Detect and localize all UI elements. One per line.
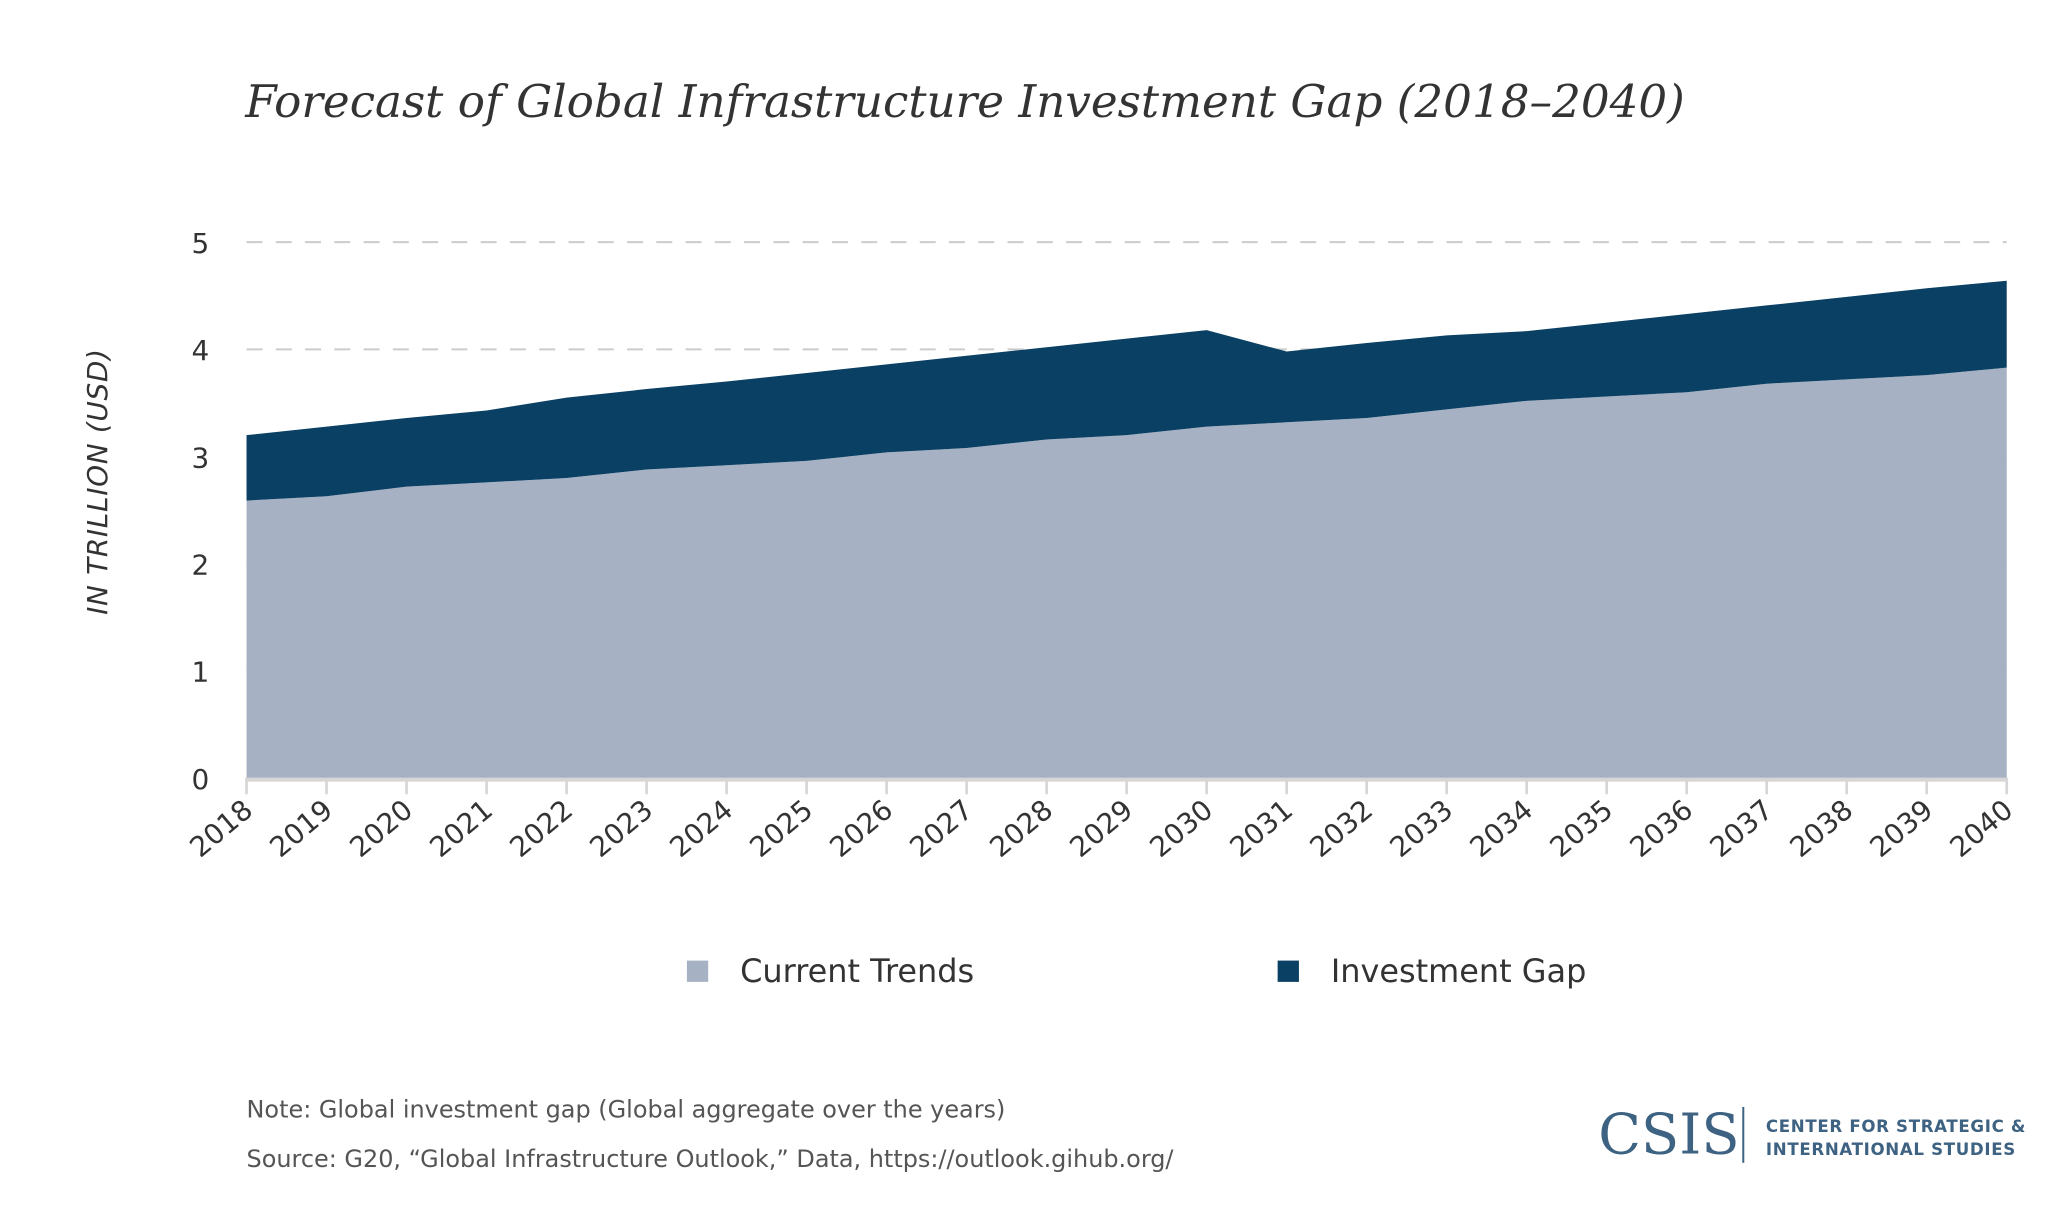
- y-tick-label: 0: [192, 763, 210, 796]
- x-tick-label: 2025: [743, 793, 819, 864]
- csis-logo: CSIS CENTER FOR STRATEGIC & INTERNATIONA…: [1598, 1103, 2026, 1168]
- x-tick-label: 2028: [983, 793, 1059, 864]
- legend: Current Trends Investment Gap: [686, 952, 1587, 990]
- x-tick-label: 2039: [1864, 793, 1940, 864]
- area-investment-gap: [246, 280, 2007, 501]
- x-tick-label: 2024: [663, 793, 739, 864]
- x-tick-label: 2040: [1944, 793, 2020, 864]
- y-tick-label: 4: [192, 334, 210, 367]
- legend-swatch: [1277, 960, 1299, 982]
- chart-title: Forecast of Global Infrastructure Invest…: [244, 75, 1685, 128]
- legend-label: Investment Gap: [1331, 952, 1587, 990]
- x-tick-label: 2032: [1303, 793, 1379, 864]
- x-tick-label: 2022: [503, 793, 579, 864]
- x-tick-label: 2029: [1063, 793, 1139, 864]
- logo-line-1: CENTER FOR STRATEGIC &: [1766, 1117, 2026, 1136]
- y-axis-label: IN TRILLION (USD): [81, 348, 114, 615]
- x-tick-label: 2020: [343, 793, 419, 864]
- x-tick-label: 2030: [1143, 793, 1219, 864]
- x-tick-label: 2026: [823, 793, 899, 864]
- x-tick-label: 2035: [1544, 793, 1620, 864]
- y-tick-label: 1: [192, 656, 210, 689]
- x-tick-label: 2033: [1383, 793, 1459, 864]
- area-current-trends: [246, 367, 2007, 779]
- x-tick-label: 2021: [423, 793, 499, 864]
- x-tick-label: 2018: [183, 793, 259, 864]
- x-tick-label: 2037: [1704, 793, 1780, 864]
- y-tick-label: 3: [192, 441, 210, 474]
- x-tick-label: 2031: [1223, 793, 1299, 864]
- logo-mark: CSIS: [1598, 1103, 1739, 1168]
- legend-label: Current Trends: [740, 952, 974, 990]
- chart-note: Note: Global investment gap (Global aggr…: [247, 1096, 1006, 1124]
- logo-line-2: INTERNATIONAL STUDIES: [1766, 1140, 2016, 1159]
- x-tick-label: 2036: [1624, 793, 1700, 864]
- x-tick-label: 2038: [1784, 793, 1860, 864]
- x-tick-label: 2019: [263, 793, 339, 864]
- x-tick-label: 2034: [1464, 793, 1540, 864]
- legend-swatch: [686, 960, 709, 982]
- y-tick-label: 5: [192, 227, 210, 260]
- chart-source: Source: G20, “Global Infrastructure Outl…: [247, 1145, 1175, 1173]
- x-tick-label: 2027: [903, 793, 979, 864]
- y-tick-label: 2: [192, 548, 210, 581]
- x-tick-label: 2023: [583, 793, 659, 864]
- area-series: [246, 280, 2007, 779]
